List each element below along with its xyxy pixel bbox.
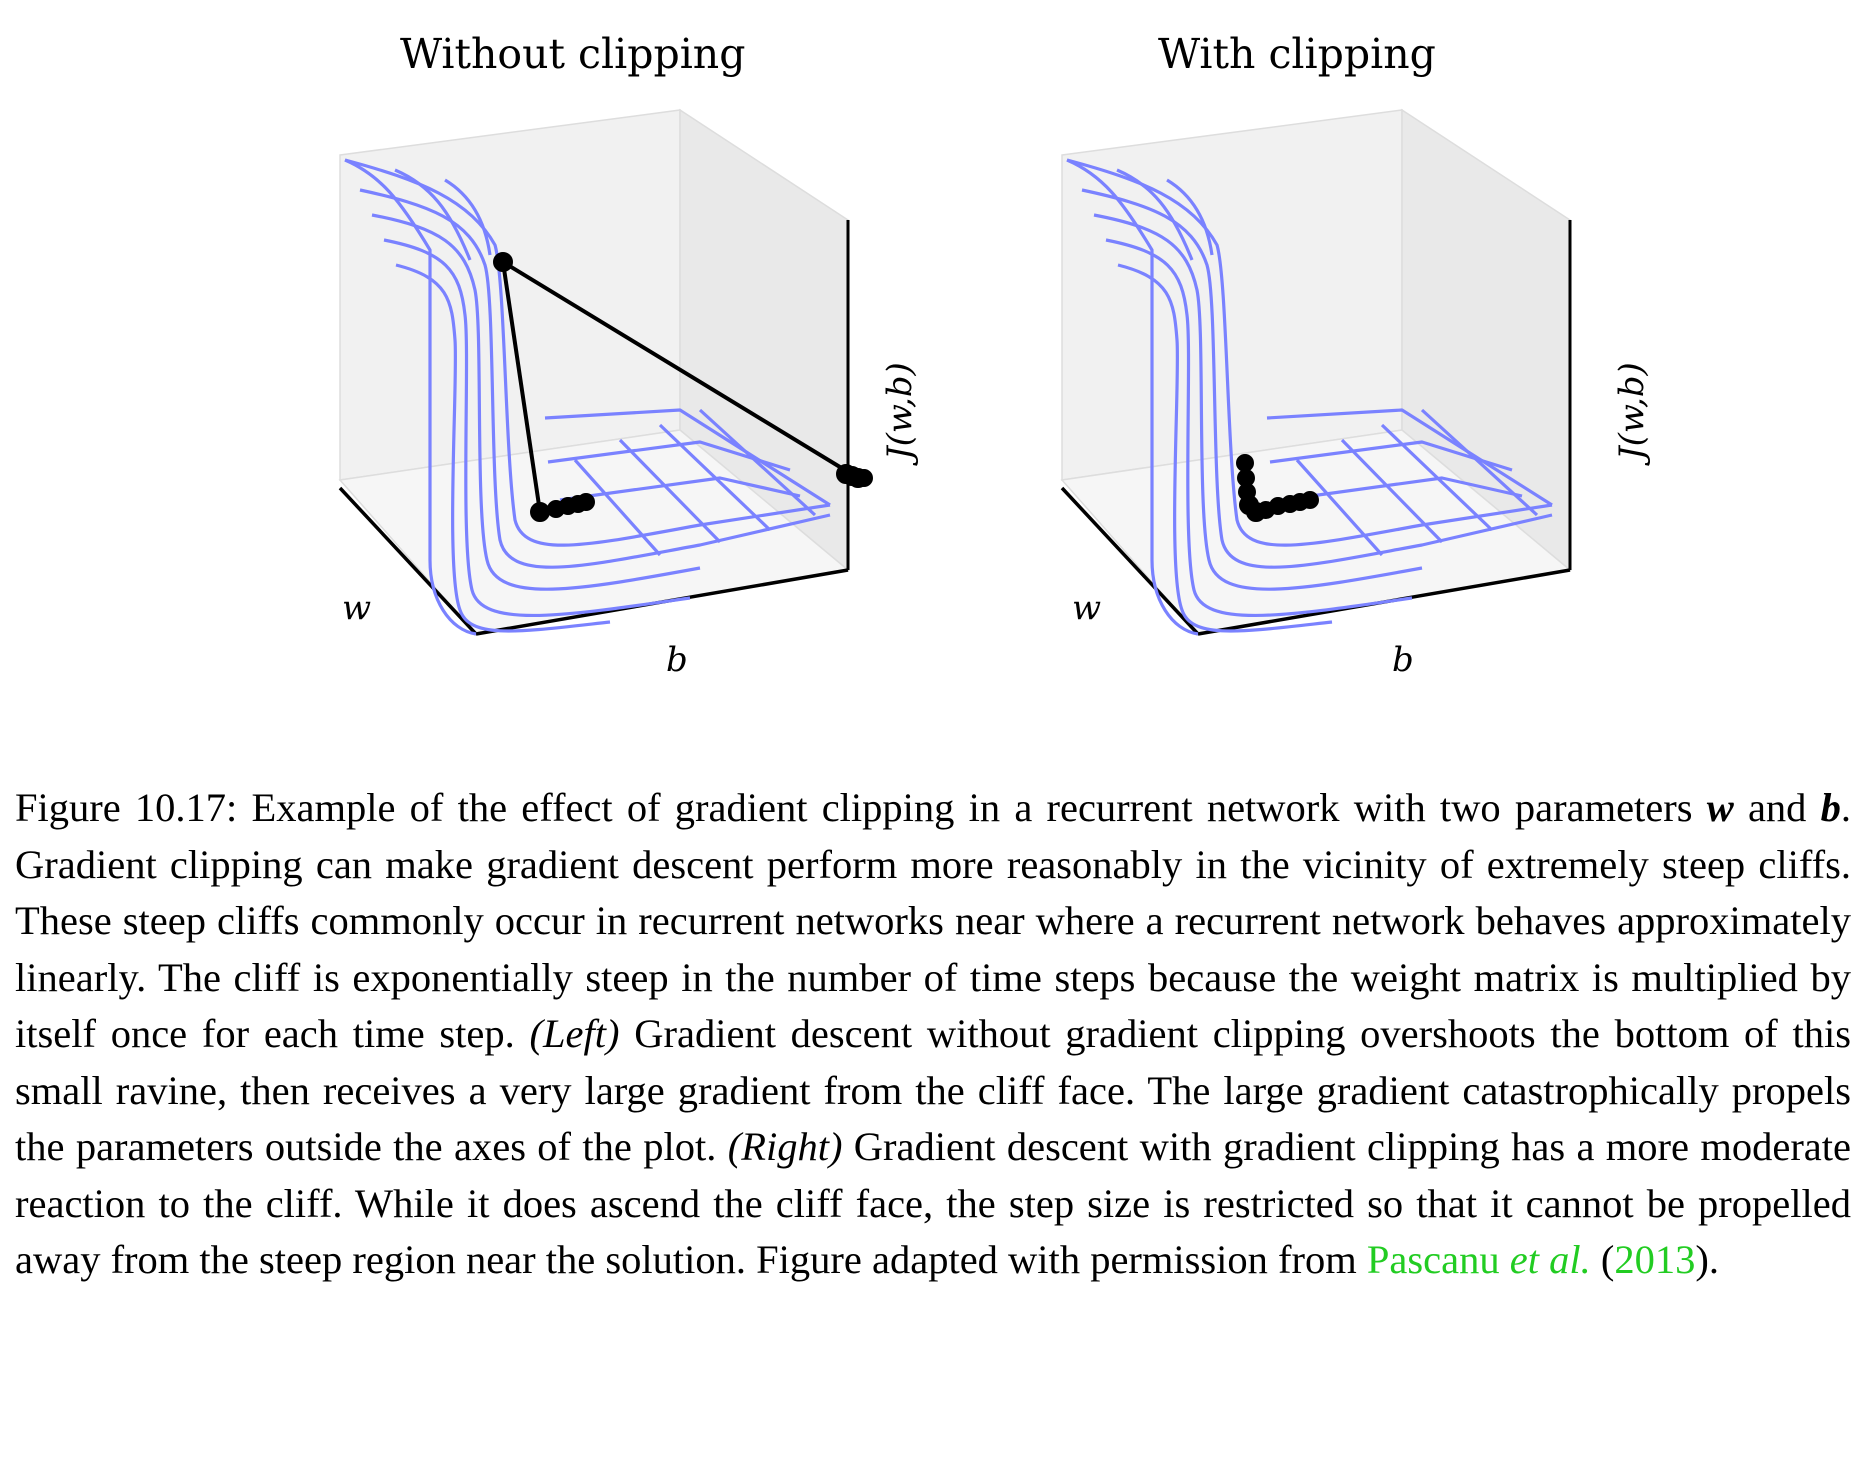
- right-trajectory: [1236, 454, 1319, 522]
- citation-link[interactable]: Pascanu et al.: [1367, 1237, 1591, 1282]
- left-trajectory: [493, 252, 873, 522]
- citation-etal: et al.: [1509, 1237, 1591, 1282]
- left-panel-title: Without clipping: [400, 30, 746, 78]
- caption-text-1: Example of the effect of gradient clippi…: [251, 785, 1693, 830]
- citation-author: Pascanu: [1366, 1237, 1500, 1282]
- left-surface: [344, 158, 831, 636]
- right-surface: [1066, 158, 1553, 636]
- caption-right-tag: (Right): [727, 1124, 843, 1169]
- left-back-pane: [339, 109, 681, 481]
- caption-symbol-b: b: [1820, 785, 1841, 830]
- right-plot: [1060, 108, 1572, 636]
- caption-left-tag: (Left): [529, 1011, 620, 1056]
- right-b-axis-label: b: [1392, 640, 1414, 680]
- citation-close-paren: ).: [1695, 1237, 1719, 1282]
- caption-label: Figure 10.17:: [15, 785, 238, 830]
- caption-symbol-w: w: [1706, 785, 1734, 830]
- citation-open-paren: (: [1600, 1237, 1615, 1282]
- caption-text-2: . Gradient clipping can make gradient de…: [15, 785, 1852, 1056]
- figure-plots: [338, 108, 1572, 636]
- right-w-axis: [1060, 486, 1200, 636]
- right-back-pane: [1061, 109, 1403, 481]
- left-j-axis-label: J(w,b): [880, 362, 920, 460]
- right-panel-title: With clipping: [1158, 30, 1436, 78]
- left-w-axis-label: w: [342, 588, 372, 628]
- left-b-axis-label: b: [666, 640, 688, 680]
- left-w-axis: [338, 486, 478, 636]
- caption-text-3: Gradient descent without gradient clippi…: [15, 1011, 1852, 1169]
- citation-year[interactable]: 2013: [1614, 1237, 1696, 1282]
- caption-text-4: Gradient descent with gradient clipping …: [15, 1124, 1852, 1282]
- left-plot: [338, 108, 873, 636]
- right-j-axis-label: J(w,b): [1612, 362, 1652, 460]
- caption-and: and: [1747, 785, 1807, 830]
- figure: Without clipping With clipping w b J(w,b…: [0, 0, 1868, 720]
- figure-caption: Figure 10.17: Example of the effect of g…: [15, 780, 1851, 1289]
- right-w-axis-label: w: [1072, 588, 1102, 628]
